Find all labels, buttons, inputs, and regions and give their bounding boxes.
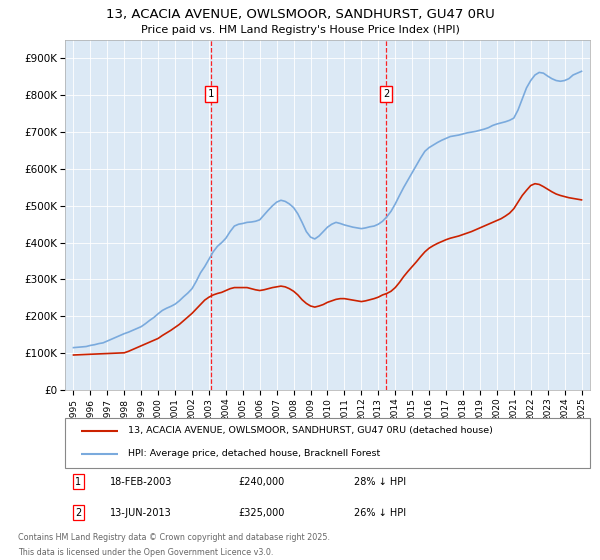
Text: 13-JUN-2013: 13-JUN-2013 [110,507,172,517]
Text: £240,000: £240,000 [238,477,284,487]
Text: 28% ↓ HPI: 28% ↓ HPI [354,477,406,487]
Text: This data is licensed under the Open Government Licence v3.0.: This data is licensed under the Open Gov… [18,548,273,557]
Text: 13, ACACIA AVENUE, OWLSMOOR, SANDHURST, GU47 0RU: 13, ACACIA AVENUE, OWLSMOOR, SANDHURST, … [106,8,494,21]
Text: 13, ACACIA AVENUE, OWLSMOOR, SANDHURST, GU47 0RU (detached house): 13, ACACIA AVENUE, OWLSMOOR, SANDHURST, … [128,426,493,435]
Text: 1: 1 [75,477,81,487]
Text: Price paid vs. HM Land Registry's House Price Index (HPI): Price paid vs. HM Land Registry's House … [140,25,460,35]
Text: 2: 2 [383,89,389,99]
Text: 1: 1 [208,89,214,99]
Text: 18-FEB-2003: 18-FEB-2003 [110,477,172,487]
Text: Contains HM Land Registry data © Crown copyright and database right 2025.: Contains HM Land Registry data © Crown c… [18,533,330,542]
Text: HPI: Average price, detached house, Bracknell Forest: HPI: Average price, detached house, Brac… [128,450,380,459]
Text: 2: 2 [75,507,81,517]
Text: £325,000: £325,000 [238,507,284,517]
Text: 26% ↓ HPI: 26% ↓ HPI [354,507,406,517]
